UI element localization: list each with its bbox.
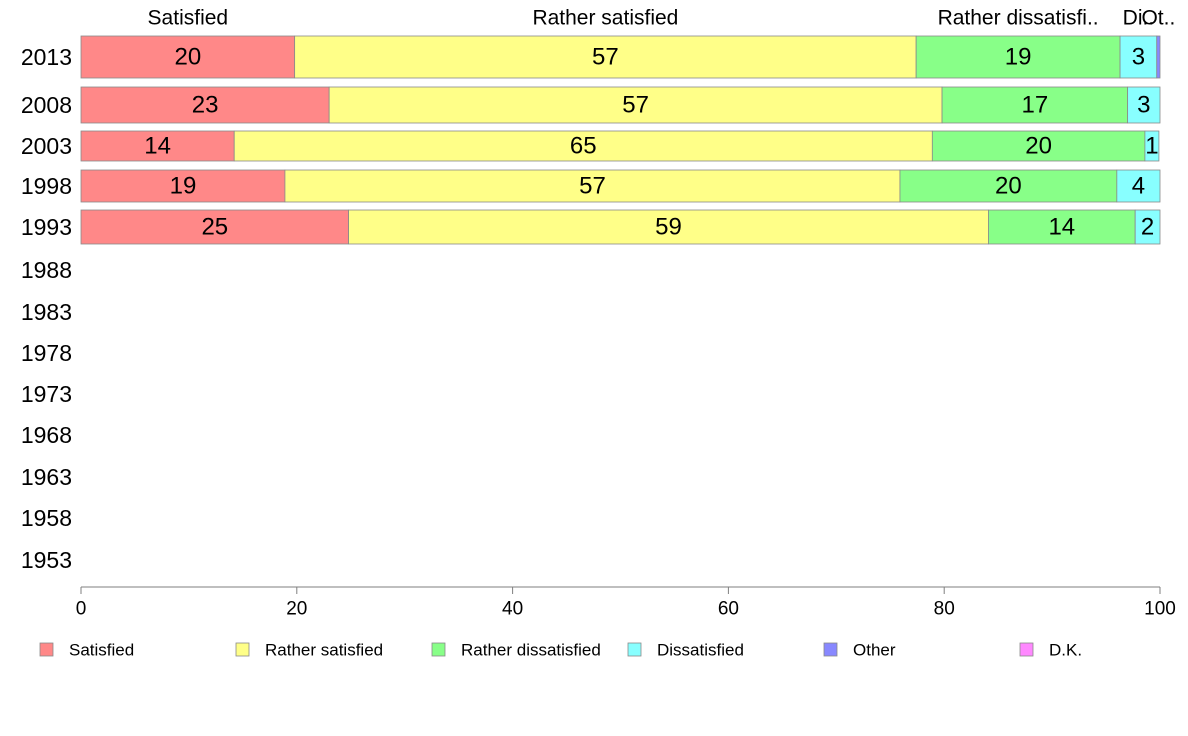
x-axis: 0 20 40 60 80 100 <box>76 586 1176 620</box>
data-label-1993-dissatisfied: 2 <box>1141 214 1154 241</box>
bar-1993-dissatisfied <box>1134 209 1161 245</box>
x-tick-label-0: 0 <box>76 599 87 620</box>
data-label-1998-rather-dissatisfied: 20 <box>995 173 1022 200</box>
data-label-2008-satisfied: 23 <box>192 92 219 119</box>
data-label-2013-dissatisfied: 3 <box>1132 44 1145 71</box>
x-tick-label-80: 80 <box>934 599 955 620</box>
y-axis-labels: 2013 2008 2003 1998 1993 1988 1983 1978 1973 1968… <box>21 44 72 573</box>
data-label-2003-rather-dissatisfied: 20 <box>1025 133 1052 160</box>
y-tick-label-1953: 1953 <box>21 547 72 573</box>
y-tick-label-1958: 1958 <box>21 505 72 531</box>
data-label-2008-dissatisfied: 3 <box>1137 92 1150 119</box>
bar-2008-dissatisfied <box>1127 86 1161 124</box>
bar-2003-satisfied <box>80 130 235 162</box>
x-tick-label-60: 60 <box>718 599 739 620</box>
top-labels-layer: Satisfied Rather satisfied Rather dissatis… <box>148 7 1176 30</box>
bar-1993-satisfied <box>80 209 349 245</box>
y-tick-label-2003: 2003 <box>21 133 72 159</box>
bar-2013-satisfied <box>80 35 296 79</box>
top-label-rather-dissatisfied: Rather dissatisfi.. <box>938 7 1099 30</box>
bar-1998-rather-dissatisfied <box>899 169 1118 203</box>
legend-swatch-rather-satisfied <box>235 642 250 657</box>
legend-swatch-dissatisfied <box>627 642 642 657</box>
y-tick-label-1963: 1963 <box>21 464 72 490</box>
legend-label-dissatisfied: Dissatisfied <box>657 641 744 660</box>
legend-swatch-satisfied <box>39 642 54 657</box>
data-label-2003-rather-satisfied: 65 <box>570 133 597 160</box>
bar-1998-rather-satisfied <box>284 169 901 203</box>
legend-swatch-rather-dissatisfied <box>431 642 446 657</box>
y-tick-label-2008: 2008 <box>21 92 72 118</box>
y-tick-label-1978: 1978 <box>21 340 72 366</box>
y-tick-label-1983: 1983 <box>21 299 72 325</box>
bar-2013-rather-satisfied <box>294 35 917 79</box>
data-label-2003-satisfied: 14 <box>144 133 171 160</box>
data-label-2003-dissatisfied: 1 <box>1145 133 1158 160</box>
bar-2008-rather-satisfied <box>328 86 943 124</box>
data-label-1998-rather-satisfied: 57 <box>579 173 606 200</box>
legend-label-d-k: D.K. <box>1049 641 1082 660</box>
data-label-2013-satisfied: 20 <box>174 44 201 71</box>
bars-layer <box>80 35 1161 245</box>
y-tick-label-1973: 1973 <box>21 381 72 407</box>
top-label-rather-satisfied: Rather satisfied <box>532 7 678 30</box>
y-tick-label-2013: 2013 <box>21 44 72 70</box>
data-label-2008-rather-dissatisfied: 17 <box>1021 92 1048 119</box>
legend-label-rather-satisfied: Rather satisfied <box>265 641 383 660</box>
bar-1998-dissatisfied <box>1116 169 1161 203</box>
top-label-dissatisfied: Di.. <box>1123 7 1155 30</box>
data-label-1993-rather-satisfied: 59 <box>655 214 682 241</box>
y-tick-label-1988: 1988 <box>21 257 72 283</box>
data-label-2008-rather-satisfied: 57 <box>622 92 649 119</box>
bar-2003-rather-satisfied <box>233 130 933 162</box>
data-label-2013-rather-dissatisfied: 19 <box>1005 44 1032 71</box>
bar-labels-layer: 20 57 19 3 23 57 17 3 14 65 20 1 19 57 20 4 25 59 14 2 <box>144 44 1158 241</box>
bar-2003-dissatisfied <box>1144 130 1160 162</box>
legend-label-rather-dissatisfied: Rather dissatisfied <box>461 641 601 660</box>
y-tick-label-1968: 1968 <box>21 422 72 448</box>
bar-2013-other <box>1156 35 1161 79</box>
bar-1993-rather-satisfied <box>348 209 989 245</box>
bar-2008-satisfied <box>80 86 330 124</box>
legend-swatch-other <box>823 642 838 657</box>
legend-label-satisfied: Satisfied <box>69 641 134 660</box>
legend-swatch-d-k <box>1019 642 1034 657</box>
y-tick-label-1998: 1998 <box>21 173 72 199</box>
bar-2008-rather-dissatisfied <box>941 86 1129 124</box>
y-tick-label-1993: 1993 <box>21 214 72 240</box>
legend: Satisfied Rather satisfied Rather dissatis… <box>39 641 1082 660</box>
legend-label-other: Other <box>853 641 896 660</box>
x-tick-label-100: 100 <box>1144 599 1176 620</box>
data-label-1993-rather-dissatisfied: 14 <box>1048 214 1075 241</box>
x-tick-label-40: 40 <box>502 599 523 620</box>
data-label-1993-satisfied: 25 <box>201 214 228 241</box>
data-label-1998-satisfied: 19 <box>170 173 197 200</box>
top-label-satisfied: Satisfied <box>148 7 229 30</box>
bar-2013-rather-dissatisfied <box>915 35 1121 79</box>
top-label-other: Ot.. <box>1141 7 1175 30</box>
data-label-1998-dissatisfied: 4 <box>1132 173 1145 200</box>
bar-1998-satisfied <box>80 169 286 203</box>
bar-1993-rather-dissatisfied <box>988 209 1136 245</box>
data-label-2013-rather-satisfied: 57 <box>592 44 619 71</box>
x-tick-label-20: 20 <box>286 599 307 620</box>
